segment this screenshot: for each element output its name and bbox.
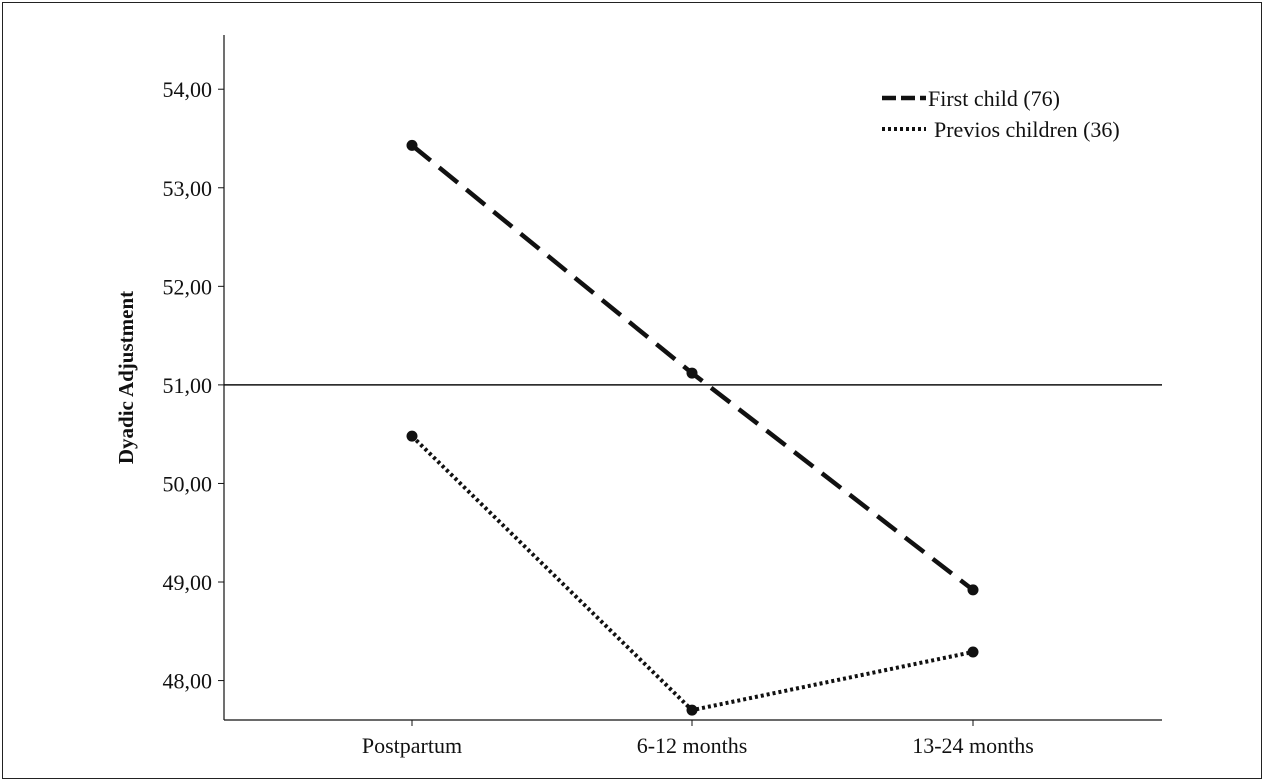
series-group bbox=[406, 139, 979, 716]
x-tick-label: Postpartum bbox=[362, 733, 462, 758]
legend: First child (76) Previos children (36) bbox=[882, 86, 1120, 142]
x-ticks: Postpartum 6-12 months 13-24 months bbox=[362, 720, 1034, 758]
y-tick-label: 48,00 bbox=[163, 669, 213, 694]
series-point bbox=[967, 646, 979, 658]
y-tick-label: 50,00 bbox=[163, 471, 213, 496]
legend-label: Previos children (36) bbox=[934, 117, 1120, 142]
y-tick-label: 54,00 bbox=[163, 77, 213, 102]
legend-label: First child (76) bbox=[928, 86, 1060, 111]
series-point bbox=[686, 704, 698, 716]
series-point bbox=[967, 584, 979, 596]
y-tick-label: 52,00 bbox=[163, 274, 213, 299]
axes bbox=[223, 35, 1162, 721]
series-line-2 bbox=[410, 434, 974, 713]
y-axis-label: Dyadic Adjustment bbox=[114, 291, 138, 464]
x-tick-label: 13-24 months bbox=[912, 733, 1034, 758]
x-tick-label: 6-12 months bbox=[637, 733, 748, 758]
y-tick-label: 51,00 bbox=[163, 373, 213, 398]
series-point bbox=[686, 367, 698, 379]
y-tick-label: 49,00 bbox=[163, 570, 213, 595]
y-tick-label: 53,00 bbox=[163, 176, 213, 201]
series-point bbox=[406, 430, 418, 442]
series-point bbox=[406, 139, 418, 151]
y-ticks: 48,00 49,00 50,00 51,00 52,00 53,00 54,00 bbox=[163, 77, 224, 694]
